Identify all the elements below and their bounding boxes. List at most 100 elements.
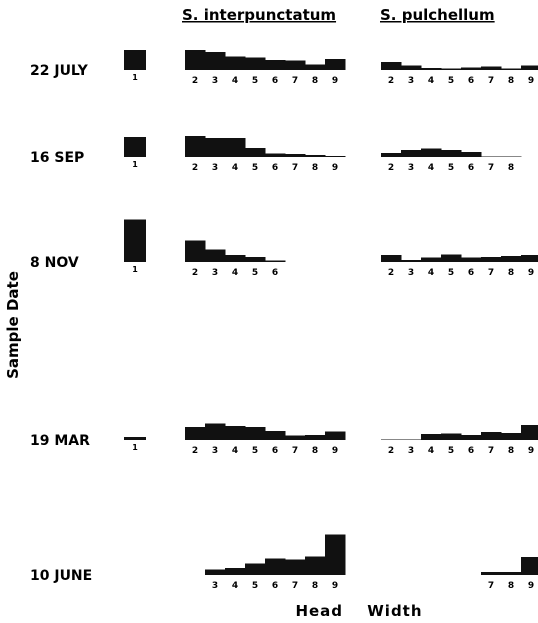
bar-interpunctatum xyxy=(285,154,306,157)
tick-label: 3 xyxy=(408,76,414,86)
bar-pulchellum xyxy=(381,153,402,157)
tick-label: 4 xyxy=(428,446,434,456)
tick-label: 1 xyxy=(132,73,138,82)
panel-4: 10 JUNE 3 4 5 6 7 8 9 7 8 9 xyxy=(30,534,538,591)
bar-col1 xyxy=(124,137,146,157)
header-interpunctatum: S. interpunctatum xyxy=(182,6,336,24)
bar-col1 xyxy=(124,437,146,440)
bar-interpunctatum xyxy=(245,257,266,262)
bar-pulchellum xyxy=(401,439,422,440)
bar-pulchellum xyxy=(401,150,422,157)
bar-pulchellum xyxy=(441,68,462,70)
tick-label: 9 xyxy=(332,581,338,591)
bar-interpunctatum xyxy=(305,64,326,70)
tick-label: 9 xyxy=(332,446,338,456)
tick-label: 5 xyxy=(448,76,454,86)
tick-label: 8 xyxy=(508,268,514,278)
tick-label: 2 xyxy=(388,163,394,173)
bar-pulchellum xyxy=(501,156,522,157)
bar-interpunctatum xyxy=(205,569,226,575)
tick-label: 4 xyxy=(428,163,434,173)
bar-interpunctatum xyxy=(325,431,346,440)
tick-label: 8 xyxy=(508,76,514,86)
bar-interpunctatum xyxy=(265,153,286,157)
tick-label: 8 xyxy=(312,163,318,173)
bar-interpunctatum xyxy=(265,558,286,575)
bar-interpunctatum xyxy=(205,423,226,440)
bar-interpunctatum xyxy=(225,138,246,157)
tick-label: 7 xyxy=(292,581,298,591)
tick-label: 6 xyxy=(272,268,278,278)
header-pulchellum: S. pulchellum xyxy=(380,6,495,24)
bar-interpunctatum xyxy=(285,60,306,70)
tick-label: 7 xyxy=(292,446,298,456)
tick-label: 6 xyxy=(468,163,474,173)
tick-label: 8 xyxy=(508,446,514,456)
tick-label: 9 xyxy=(528,268,534,278)
bar-pulchellum xyxy=(481,572,502,575)
tick-label: 8 xyxy=(508,163,514,173)
tick-label: 7 xyxy=(488,581,494,591)
bar-pulchellum xyxy=(501,68,522,70)
bar-pulchellum xyxy=(501,433,522,440)
tick-label: 6 xyxy=(468,268,474,278)
bar-pulchellum xyxy=(501,572,522,575)
tick-label: 8 xyxy=(312,76,318,86)
bar-interpunctatum xyxy=(245,563,266,575)
tick-label: 9 xyxy=(528,76,534,86)
date-label: 16 SEP xyxy=(30,150,84,166)
tick-label: 5 xyxy=(252,268,258,278)
bar-interpunctatum xyxy=(285,559,306,575)
tick-label: 3 xyxy=(408,163,414,173)
tick-label: 1 xyxy=(132,160,138,169)
bar-interpunctatum xyxy=(305,435,326,440)
tick-label: 5 xyxy=(448,268,454,278)
bar-pulchellum xyxy=(381,255,402,262)
tick-label: 5 xyxy=(252,76,258,86)
tick-label: 8 xyxy=(312,446,318,456)
tick-label: 3 xyxy=(212,163,218,173)
bar-pulchellum xyxy=(521,557,538,575)
tick-label: 2 xyxy=(388,446,394,456)
tick-label: 9 xyxy=(332,163,338,173)
tick-label: 5 xyxy=(252,446,258,456)
bar-interpunctatum xyxy=(305,556,326,575)
bar-pulchellum xyxy=(441,433,462,440)
tick-label: 6 xyxy=(272,446,278,456)
date-label: 19 MAR xyxy=(30,433,90,449)
tick-label: 4 xyxy=(232,76,238,86)
tick-label: 7 xyxy=(488,268,494,278)
bar-pulchellum xyxy=(401,260,422,262)
bar-interpunctatum xyxy=(325,59,346,70)
tick-label: 9 xyxy=(332,76,338,86)
bar-interpunctatum xyxy=(245,427,266,440)
bar-pulchellum xyxy=(481,257,502,262)
tick-label: 3 xyxy=(408,268,414,278)
tick-label: 2 xyxy=(192,163,198,173)
bar-interpunctatum xyxy=(245,57,266,70)
tick-label: 6 xyxy=(272,76,278,86)
bar-interpunctatum xyxy=(225,568,246,575)
bar-interpunctatum xyxy=(325,534,346,575)
bar-interpunctatum xyxy=(205,52,226,70)
tick-label: 8 xyxy=(312,581,318,591)
tick-label: 6 xyxy=(468,76,474,86)
bar-pulchellum xyxy=(461,152,482,157)
bar-col1 xyxy=(124,219,146,262)
bar-interpunctatum xyxy=(265,260,286,262)
tick-label: 4 xyxy=(428,268,434,278)
bar-pulchellum xyxy=(421,434,442,440)
panel-0: 22 JULY 1 2 3 4 5 6 7 8 9 2 3 4 5 6 7 8 9 xyxy=(30,50,538,86)
bar-interpunctatum xyxy=(245,148,266,157)
panel-1: 16 SEP 1 2 3 4 5 6 7 8 9 2 3 4 5 6 7 8 xyxy=(30,136,522,173)
tick-label: 4 xyxy=(232,268,238,278)
bar-interpunctatum xyxy=(185,427,206,440)
tick-label: 5 xyxy=(252,581,258,591)
bar-interpunctatum xyxy=(225,56,246,70)
tick-label: 7 xyxy=(488,446,494,456)
bar-interpunctatum xyxy=(225,426,246,440)
tick-label: 2 xyxy=(192,446,198,456)
bar-interpunctatum xyxy=(305,155,326,157)
bar-pulchellum xyxy=(441,150,462,157)
